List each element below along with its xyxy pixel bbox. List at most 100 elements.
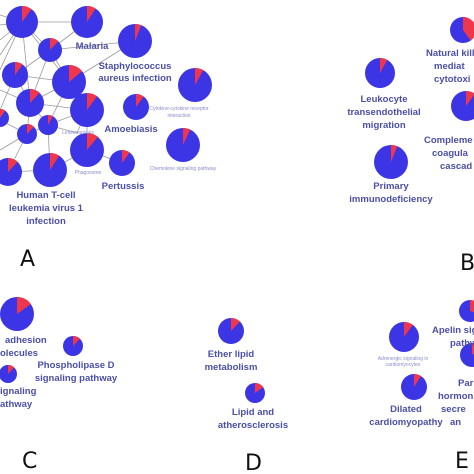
pie-blue-share [0, 158, 22, 186]
pathway-node [38, 115, 58, 135]
panel-a-nodes [0, 6, 212, 187]
pathway-node-signaling [0, 365, 17, 383]
pie-red-share [8, 158, 18, 172]
label-adhesion: adhesion [5, 335, 47, 346]
pathway-node [2, 62, 28, 88]
pie-red-share [122, 150, 130, 163]
pathway-node-amoebiasis [123, 94, 149, 120]
label-leukocyte: transendothelial [347, 107, 420, 118]
label-lipid-atherosclerosis: atherosclerosis [218, 420, 288, 431]
label-adhesion: olecules [0, 348, 38, 359]
label-htlv: leukemia virus 1 [9, 203, 84, 214]
label-chemokine: Chemokine signaling pathway [150, 166, 217, 172]
pie-blue-share [0, 365, 17, 383]
pie-red-share [231, 318, 240, 331]
pathway-node-apelin [459, 300, 474, 322]
pathway-node-phagosome [70, 133, 104, 167]
pie-red-share [27, 124, 34, 134]
label-leukocyte: migration [362, 120, 405, 131]
label-ether-lipid: metabolism [205, 362, 258, 373]
label-cytokine: Cytokine-cytokine receptor [149, 106, 209, 112]
panel-e-labels: Apelin signa pathw Adrenergic signaling … [369, 325, 474, 428]
pie-red-share [48, 115, 53, 125]
panel-e-nodes [389, 300, 474, 400]
pie-red-share [15, 62, 23, 75]
pie-red-share [391, 145, 398, 162]
pie-red-share [69, 65, 83, 82]
pie-red-share [404, 322, 413, 337]
panel-letter-a: A [20, 247, 35, 272]
label-htlv: infection [26, 216, 66, 227]
pathway-node-phospholipase-d [63, 336, 83, 356]
panel-c-nodes [0, 297, 83, 383]
pie-red-share [8, 365, 15, 374]
label-htlv: Human T-cell [16, 190, 75, 201]
label-parathyroid: an [450, 417, 461, 428]
label-complement: Compleme [424, 135, 473, 146]
label-dilated-cardiomyopathy: Dilated [390, 404, 422, 415]
pathway-node [16, 89, 44, 117]
label-parathyroid: Par [458, 378, 474, 389]
pie-red-share [255, 383, 264, 393]
panel-letter-e: E [455, 449, 469, 474]
label-signaling: ignaling [0, 386, 37, 397]
pathway-node [52, 65, 86, 99]
label-adrenergic: Adrenergic signaling in [378, 356, 429, 362]
label-phospholipase-d: Phospholipase D [37, 360, 114, 371]
pathway-node-cytokine [178, 68, 212, 102]
label-complement: cascad [440, 161, 472, 172]
panel-letters: A B C D E [20, 247, 474, 474]
pathway-node-pertussis [109, 150, 135, 176]
label-complement: coagula [432, 148, 469, 159]
pathway-node [0, 109, 9, 127]
label-parathyroid: secre [441, 404, 466, 415]
pathway-node-htlv [33, 153, 67, 187]
pathway-node-dilated-cardiomyopathy [401, 374, 427, 400]
pie-red-share [183, 128, 191, 145]
pathway-node-ether-lipid [218, 318, 244, 344]
pie-red-share [466, 91, 474, 106]
label-staphylococcus: Staphylococcus [99, 61, 172, 72]
label-signaling: athway [0, 399, 33, 410]
pie-red-share [17, 297, 31, 314]
label-leukocyte: Leukocyte [361, 94, 408, 105]
label-ether-lipid: Ether lipid [208, 349, 255, 360]
pie-red-share [87, 6, 96, 22]
pathway-node-complement [451, 91, 474, 121]
label-leishmaniasis: Leishmaniasis [62, 130, 94, 136]
pathway-node-malaria [71, 6, 103, 38]
panel-letter-c: C [22, 449, 37, 474]
pie-red-share [470, 300, 474, 313]
label-dilated-cardiomyopathy: cardiomyopathy [369, 417, 443, 428]
pie-red-share [0, 109, 6, 118]
panel-a-labels: Malaria Staphylococcus aureus infection … [9, 41, 217, 227]
pathway-node-lipid-atherosclerosis [245, 383, 265, 403]
label-apelin: pathw [450, 338, 474, 349]
panel-d-labels: Ether lipid metabolism Lipid and atheros… [205, 349, 289, 431]
panel-letter-d: D [245, 451, 262, 474]
pie-red-share [380, 58, 388, 73]
label-natural-killer: mediat [434, 61, 465, 72]
label-primary-immunodeficiency: immunodeficiency [349, 194, 433, 205]
pathway-node [38, 38, 62, 62]
pie-red-share [73, 336, 80, 346]
panel-d-nodes [218, 318, 265, 403]
pathway-node-primary-immunodeficiency [374, 145, 408, 179]
pathway-node-adhesion [0, 297, 34, 331]
pie-red-share [463, 17, 474, 41]
label-phospholipase-d: signaling pathway [35, 373, 118, 384]
pie-red-share [87, 133, 98, 150]
label-phagosome: Phagosome [75, 170, 102, 176]
label-adrenergic: cardiomyocytes [386, 362, 421, 368]
label-staphylococcus: aureus infection [98, 73, 172, 84]
label-cytokine: interaction [167, 113, 190, 119]
pathway-node [70, 93, 104, 127]
pathway-node-chemokine [166, 128, 200, 162]
panel-b-labels: Natural kill mediat cytotoxi Leukocyte t… [347, 48, 474, 205]
label-natural-killer: cytotoxi [434, 74, 470, 85]
panel-letter-b: B [460, 251, 474, 276]
pie-red-share [87, 93, 97, 110]
pathway-node [0, 158, 22, 186]
pathway-node-natural-killer [450, 17, 474, 43]
label-lipid-atherosclerosis: Lipid and [232, 407, 274, 418]
